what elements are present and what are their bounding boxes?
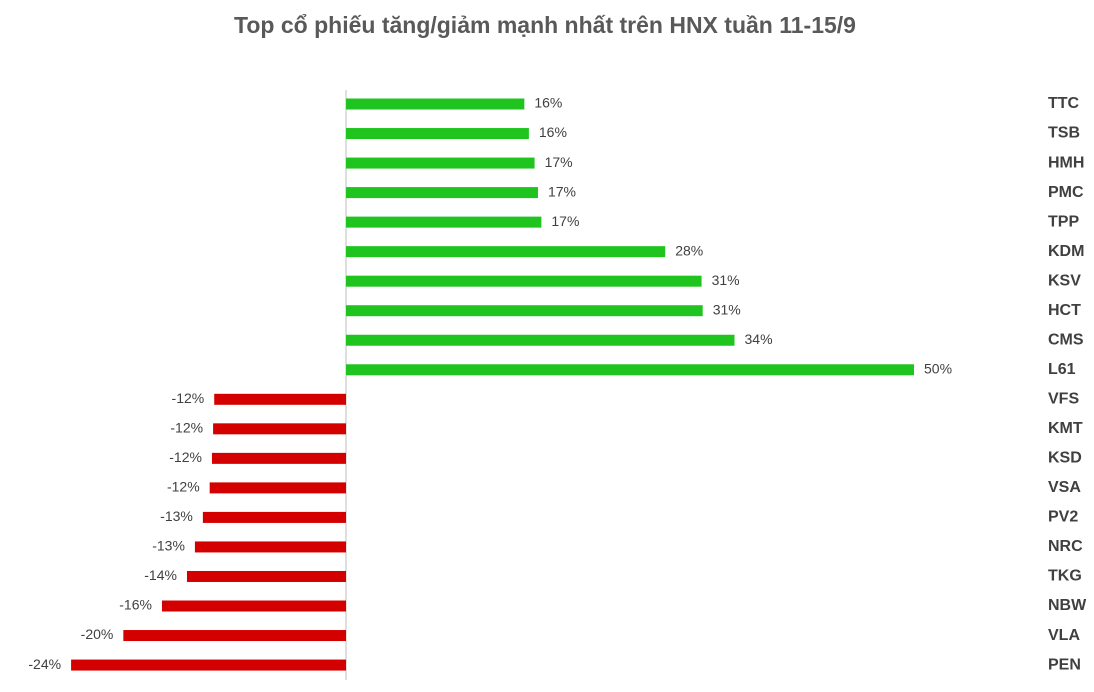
bar	[186, 570, 346, 582]
value-label: -24%	[28, 656, 61, 672]
bar	[346, 275, 702, 287]
value-label: 17%	[548, 183, 576, 199]
category-label: KSD	[1048, 450, 1082, 467]
bar	[214, 393, 346, 405]
value-label: -14%	[144, 567, 177, 583]
bar	[346, 128, 529, 140]
category-label: PV2	[1048, 509, 1078, 526]
value-label: -13%	[152, 538, 185, 554]
category-label: KSV	[1048, 272, 1081, 289]
bar	[346, 305, 703, 317]
bar	[213, 423, 346, 435]
category-label: VLA	[1048, 627, 1080, 644]
value-label: 17%	[545, 154, 573, 170]
value-label: 16%	[534, 95, 562, 111]
value-label: -20%	[81, 626, 114, 642]
category-label: TKG	[1048, 568, 1082, 585]
bar	[346, 334, 735, 346]
value-label: 31%	[712, 272, 740, 288]
category-label: KMT	[1048, 420, 1083, 437]
value-label: -13%	[160, 508, 193, 524]
category-label: L61	[1048, 361, 1076, 378]
value-label: 17%	[551, 213, 579, 229]
category-label: VSA	[1048, 479, 1081, 496]
bar	[194, 541, 346, 553]
category-label: HCT	[1048, 302, 1081, 319]
value-label: -12%	[170, 420, 203, 436]
value-label: 28%	[675, 242, 703, 258]
category-label: TSB	[1048, 125, 1080, 142]
category-label: VFS	[1048, 391, 1079, 408]
category-label: CMS	[1048, 331, 1084, 348]
value-label: 16%	[539, 124, 567, 140]
value-label: -12%	[167, 479, 200, 495]
value-label: 31%	[713, 301, 741, 317]
bar	[71, 659, 346, 671]
value-label: -12%	[172, 390, 205, 406]
bar	[209, 482, 346, 494]
category-label: TTC	[1048, 95, 1080, 112]
category-label: NRC	[1048, 538, 1083, 555]
value-label: -16%	[119, 597, 152, 613]
category-label: PMC	[1048, 184, 1084, 201]
bar	[346, 216, 542, 228]
bar	[346, 246, 666, 258]
value-label: 34%	[745, 331, 773, 347]
bar	[161, 600, 346, 612]
value-label: -12%	[169, 449, 202, 465]
bar	[346, 364, 914, 376]
chart-title: Top cổ phiếu tăng/giảm mạnh nhất trên HN…	[234, 12, 856, 38]
bar	[123, 630, 347, 642]
category-label: KDM	[1048, 243, 1084, 260]
value-label: 50%	[924, 360, 952, 376]
category-label: PEN	[1048, 656, 1081, 673]
bar	[346, 187, 538, 199]
bar	[346, 98, 525, 110]
bar	[211, 452, 346, 464]
category-label: NBW	[1048, 597, 1087, 614]
bar	[202, 511, 346, 523]
category-label: TPP	[1048, 213, 1079, 230]
category-label: HMH	[1048, 154, 1084, 171]
bar	[346, 157, 535, 169]
